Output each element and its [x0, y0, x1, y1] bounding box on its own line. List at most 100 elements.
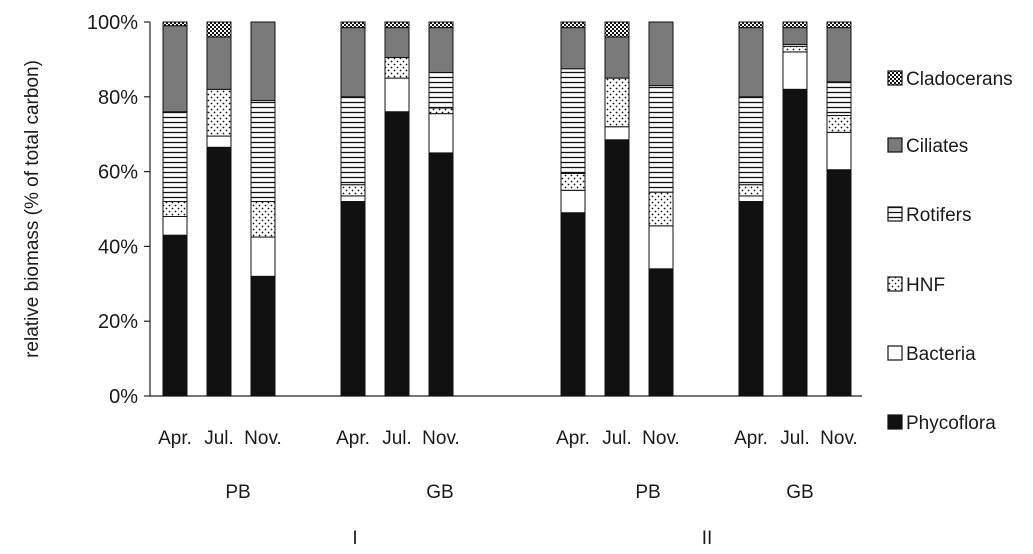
bar-segment-bacteria-apr-pb-i — [162, 215, 188, 236]
bar-segment-bacteria-jul-gb-i — [384, 77, 410, 113]
bar-segment-hnf-apr-pb-i — [162, 201, 188, 217]
x-tick-label: Apr. — [336, 428, 370, 449]
bar-segment-ciliates-nov-pb-i — [250, 21, 276, 102]
bar-segment-rotifers-nov-gb-i — [428, 71, 454, 109]
bar-segment-ciliates-nov-gb-i — [428, 27, 454, 73]
bar-segment-rotifers-nov-pb-i — [250, 100, 276, 203]
x-tick-label: Nov. — [642, 428, 680, 449]
bar-segment-hnf-apr-pb-ii — [560, 172, 586, 191]
bar-segment-ciliates-jul-gb-i — [384, 27, 410, 59]
y-tick-label: 80% — [98, 87, 138, 109]
bar-segment-phycoflora-nov-gb-i — [428, 152, 454, 397]
bar-segment-hnf-nov-pb-ii — [648, 191, 674, 227]
bar-segment-hnf-jul-gb-ii — [782, 45, 808, 53]
y-axis-label: relative biomass (% of total carbon) — [22, 60, 43, 358]
x-tick-label: Nov. — [820, 428, 858, 449]
bar-segment-rotifers-apr-pb-i — [162, 111, 188, 203]
bar-segment-phycoflora-nov-pb-i — [250, 275, 276, 397]
legend-label: Phycoflora — [906, 413, 996, 434]
y-tick-label: 0% — [109, 386, 138, 408]
bar-segment-hnf-apr-gb-i — [340, 184, 366, 197]
bar-segment-hnf-apr-gb-ii — [738, 184, 764, 197]
legend-label: Ciliates — [906, 136, 968, 157]
x-tick-label: Jul. — [780, 428, 810, 449]
period-label: I — [352, 528, 357, 549]
bar-segment-phycoflora-jul-pb-ii — [604, 139, 630, 397]
legend-label: Bacteria — [906, 344, 976, 365]
legend-item-ciliates: Ciliates — [887, 136, 968, 157]
bar-segment-hnf-jul-gb-i — [384, 57, 410, 79]
legend-swatch — [887, 206, 903, 222]
bar-segment-rotifers-apr-gb-ii — [738, 96, 764, 186]
bar-segment-cladocerans-jul-gb-i — [384, 21, 410, 29]
x-tick-label: Apr. — [734, 428, 768, 449]
site-label: GB — [786, 482, 813, 503]
x-tick-labels: Apr. Jul. Nov. Apr. Jul. Nov. Apr. Jul. Nov. Apr.… — [158, 428, 858, 449]
x-tick-label: Jul. — [382, 428, 412, 449]
bar-segment-bacteria-nov-gb-ii — [826, 131, 852, 171]
bar-segment-cladocerans-jul-gb-ii — [782, 21, 808, 29]
bar-segment-phycoflora-apr-gb-i — [340, 201, 366, 397]
x-tick-label: Jul. — [204, 428, 234, 449]
bar-segment-phycoflora-apr-pb-ii — [560, 212, 586, 397]
y-tick-label: 100% — [87, 12, 138, 34]
y-tick-label: 60% — [98, 162, 138, 184]
bar-segment-bacteria-nov-pb-i — [250, 236, 276, 277]
legend-item-hnf: HNF — [887, 275, 945, 296]
bar-segment-hnf-nov-gb-ii — [826, 115, 852, 133]
bar-segment-ciliates-apr-pb-ii — [560, 27, 586, 70]
x-tick-label: Apr. — [556, 428, 590, 449]
x-tick-label: Nov. — [422, 428, 460, 449]
bar-segment-cladocerans-apr-pb-ii — [560, 21, 586, 29]
x-tick-label: Apr. — [158, 428, 192, 449]
bar-segment-bacteria-nov-pb-ii — [648, 225, 674, 270]
period-labels: I II — [352, 528, 712, 549]
legend-item-rotifers: Rotifers — [887, 205, 971, 226]
bar-segment-bacteria-apr-gb-ii — [738, 195, 764, 203]
legend-swatch — [887, 137, 903, 153]
bar-segment-phycoflora-jul-pb-i — [206, 146, 232, 397]
bar-segment-rotifers-nov-gb-ii — [826, 81, 852, 116]
bar-segment-cladocerans-nov-gb-i — [428, 21, 454, 29]
bar-segment-cladocerans-apr-pb-i — [162, 21, 188, 27]
bar-segment-ciliates-apr-gb-i — [340, 27, 366, 98]
bar-segment-ciliates-jul-pb-i — [206, 36, 232, 90]
bar-segment-rotifers-nov-pb-ii — [648, 85, 674, 193]
bars — [162, 21, 852, 397]
site-label: PB — [225, 482, 250, 503]
bar-segment-cladocerans-apr-gb-ii — [738, 21, 764, 29]
bar-segment-hnf-jul-pb-i — [206, 88, 232, 137]
bar-segment-bacteria-jul-pb-i — [206, 135, 232, 148]
bar-segment-phycoflora-nov-gb-ii — [826, 169, 852, 397]
bar-segment-ciliates-jul-pb-ii — [604, 36, 630, 79]
bar-segment-bacteria-apr-gb-i — [340, 195, 366, 203]
site-labels: PB GB PB GB — [225, 482, 813, 503]
bar-segment-bacteria-apr-pb-ii — [560, 189, 586, 214]
bar-segment-phycoflora-apr-gb-ii — [738, 201, 764, 397]
bar-segment-phycoflora-nov-pb-ii — [648, 268, 674, 397]
legend: Cladocerans Ciliates Rotifers HNF Bacteria Ph… — [887, 69, 1013, 434]
bar-segment-ciliates-nov-gb-ii — [826, 27, 852, 83]
bar-segment-phycoflora-jul-gb-ii — [782, 88, 808, 397]
legend-label: Cladocerans — [906, 69, 1013, 90]
bar-segment-ciliates-apr-pb-i — [162, 25, 188, 113]
site-label: GB — [426, 482, 453, 503]
y-tick-labels: 0% 20% 40% 60% 80% 100% — [87, 12, 150, 408]
bar-segment-cladocerans-jul-pb-i — [206, 21, 232, 38]
legend-item-cladocerans: Cladocerans — [887, 69, 1013, 90]
bar-segment-rotifers-apr-gb-i — [340, 96, 366, 186]
bar-segment-ciliates-apr-gb-ii — [738, 27, 764, 98]
bar-segment-rotifers-apr-pb-ii — [560, 68, 586, 174]
y-tick-label: 20% — [98, 311, 138, 333]
site-label: PB — [635, 482, 660, 503]
bar-segment-phycoflora-apr-pb-i — [162, 234, 188, 397]
legend-swatch — [887, 345, 903, 361]
legend-swatch — [887, 276, 903, 292]
legend-item-bacteria: Bacteria — [887, 344, 976, 365]
x-tick-label: Jul. — [602, 428, 632, 449]
bar-segment-cladocerans-jul-pb-ii — [604, 21, 630, 38]
bar-segment-ciliates-nov-pb-ii — [648, 21, 674, 87]
legend-swatch — [887, 70, 903, 86]
